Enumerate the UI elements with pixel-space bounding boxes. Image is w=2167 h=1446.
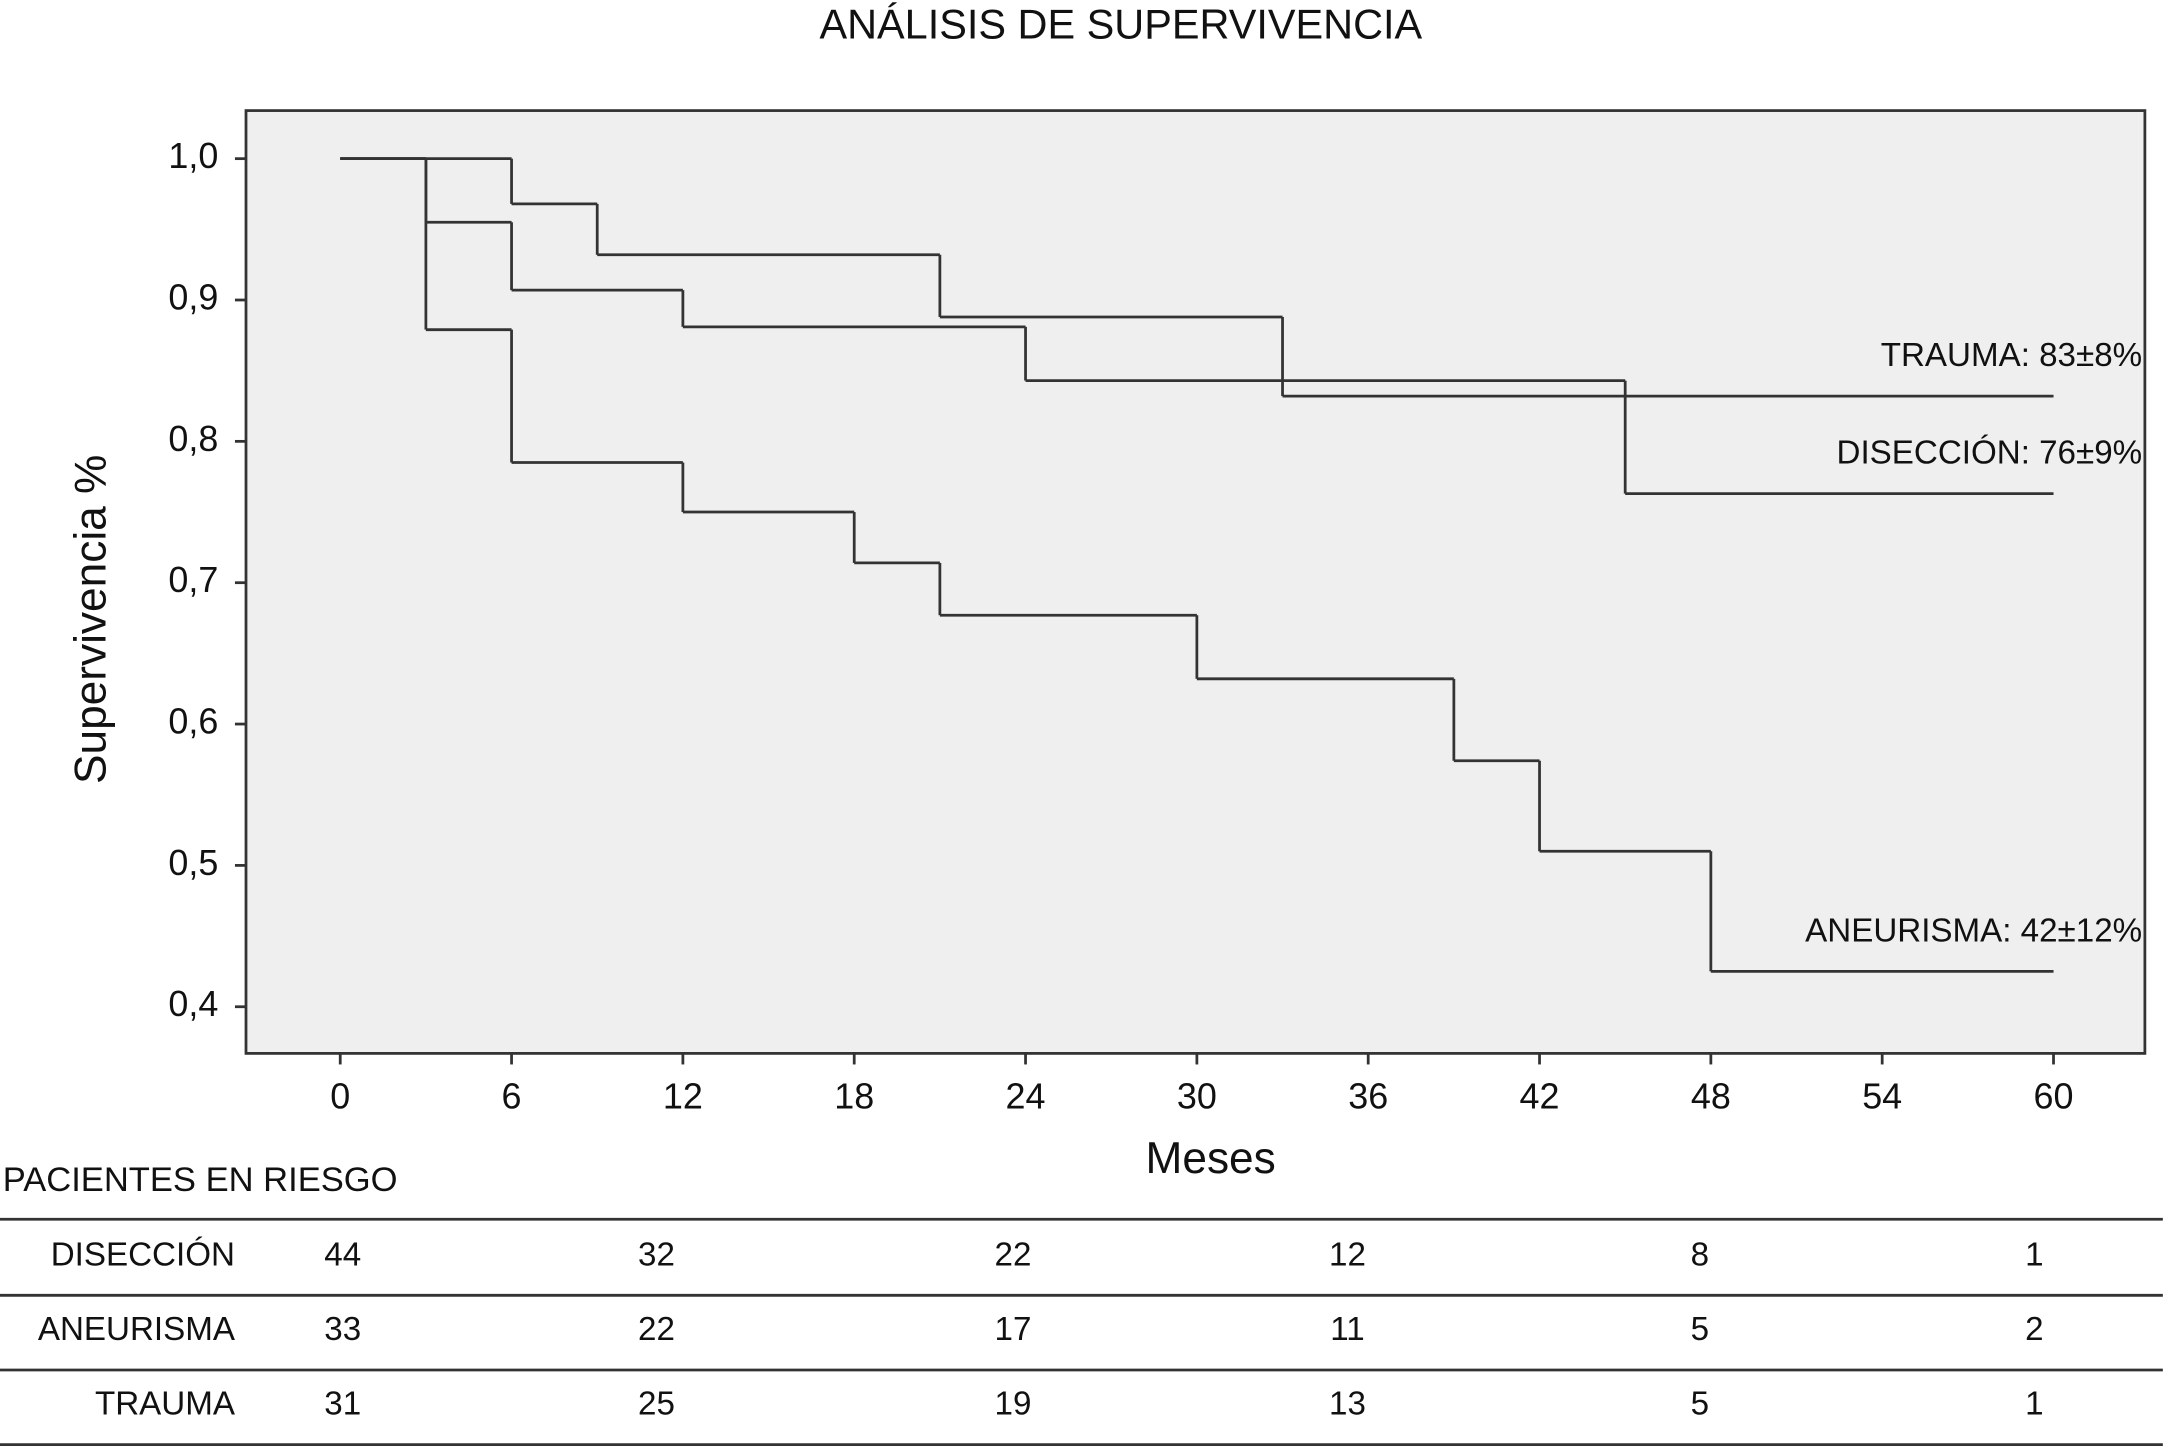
plot-area: [244, 109, 2147, 1055]
x-tick-label: 36: [1348, 1075, 1388, 1116]
risk-count: 8: [1691, 1236, 1709, 1273]
x-tick-label: 18: [834, 1075, 874, 1116]
risk-count: 22: [995, 1236, 1032, 1273]
risk-count: 32: [638, 1236, 675, 1273]
x-tick-label: 42: [1520, 1075, 1560, 1116]
y-tick-label: 1,0: [168, 135, 218, 176]
chart-title: ANÁLISIS DE SUPERVIVENCIA: [819, 1, 1422, 48]
y-tick-label: 0,5: [168, 842, 218, 883]
x-tick-label: 0: [330, 1075, 350, 1116]
risk-count: 44: [324, 1236, 361, 1273]
x-tick-label: 54: [1862, 1075, 1902, 1116]
risk-count: 17: [995, 1311, 1032, 1348]
table-title: PACIENTES EN RIESGO: [3, 1161, 398, 1199]
x-tick-label: 12: [663, 1075, 703, 1116]
x-axis-label: Meses: [1146, 1134, 1276, 1183]
y-tick-label: 0,7: [168, 559, 218, 600]
y-tick-label: 0,8: [168, 418, 218, 459]
risk-count: 1: [2025, 1386, 2043, 1423]
risk-count: 2: [2025, 1311, 2043, 1348]
risk-count: 11: [1330, 1311, 1364, 1348]
risk-count: 33: [324, 1311, 361, 1348]
y-axis-label: Supervivencia %: [67, 455, 116, 784]
risk-count: 1: [2025, 1236, 2043, 1273]
row-label: DISECCIÓN: [51, 1235, 235, 1273]
x-tick-label: 6: [502, 1075, 522, 1116]
curve-label: ANEURISMA: 42±12%: [1805, 912, 2142, 949]
x-tick-label: 24: [1006, 1075, 1046, 1116]
risk-count: 19: [995, 1386, 1032, 1423]
y-tick-label: 0,4: [168, 983, 218, 1024]
x-tick-label: 30: [1177, 1075, 1217, 1116]
risk-count: 25: [638, 1386, 675, 1423]
risk-count: 31: [324, 1386, 361, 1423]
risk-count: 12: [1329, 1236, 1366, 1273]
risk-count: 5: [1691, 1386, 1709, 1423]
x-tick-label: 60: [2034, 1075, 2074, 1116]
risk-count: 5: [1691, 1311, 1709, 1348]
risk-count: 13: [1329, 1386, 1366, 1423]
curve-label: TRAUMA: 83±8%: [1881, 337, 2142, 374]
y-tick-label: 0,9: [168, 276, 218, 317]
row-label: ANEURISMA: [38, 1311, 236, 1348]
curve-label: DISECCIÓN: 76±9%: [1837, 434, 2143, 472]
y-tick-label: 0,6: [168, 701, 218, 742]
x-tick-label: 48: [1691, 1075, 1731, 1116]
risk-count: 22: [638, 1311, 675, 1348]
row-label: TRAUMA: [95, 1386, 236, 1423]
